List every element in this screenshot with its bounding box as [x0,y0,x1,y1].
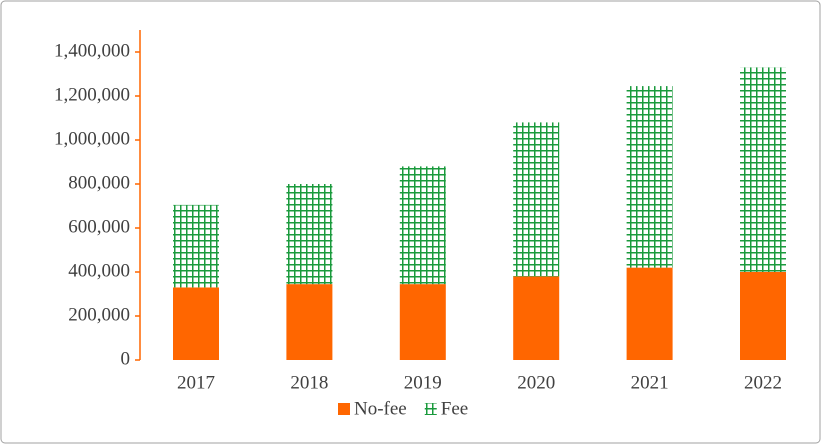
y-tick-label: 400,000 [68,260,130,281]
x-tick-label: 2017 [177,372,215,393]
legend-label: Fee [441,398,468,419]
y-tick-label: 200,000 [68,304,130,325]
legend-swatch [338,403,350,415]
legend-label: No-fee [354,398,407,419]
bar-segment [286,184,333,285]
x-tick-label: 2022 [744,372,782,393]
bar-segment [626,86,673,268]
x-tick-label: 2020 [517,372,555,393]
y-tick-label: 0 [121,348,131,369]
x-tick-label: 2021 [631,372,669,393]
bar-segment [173,287,219,360]
bar-segment [740,272,786,360]
bar-segment [399,284,446,360]
y-tick-label: 800,000 [68,172,130,193]
bar-segment [626,267,673,360]
bar-segment [286,284,333,360]
y-tick-label: 1,000,000 [54,128,130,149]
y-tick-label: 1,200,000 [54,84,130,105]
legend-swatch [424,403,437,415]
bar-segment [173,204,219,288]
bar-segment [513,276,560,360]
bar-segment [399,166,446,285]
x-tick-label: 2018 [290,372,328,393]
y-tick-label: 600,000 [68,216,130,237]
bar-segment [513,122,560,277]
y-tick-label: 1,400,000 [54,40,130,61]
bar-segment [740,67,786,273]
x-tick-label: 2019 [404,372,442,393]
